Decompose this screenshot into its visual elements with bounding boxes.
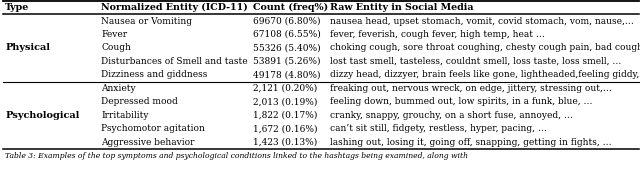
Text: 2,013 (0.19%): 2,013 (0.19%) — [253, 97, 317, 106]
Text: feeling down, bummed out, low spirits, in a funk, blue, …: feeling down, bummed out, low spirits, i… — [330, 97, 592, 106]
Text: 49178 (4.80%): 49178 (4.80%) — [253, 70, 320, 79]
Text: 1,822 (0.17%): 1,822 (0.17%) — [253, 111, 317, 120]
Text: Cough: Cough — [101, 43, 131, 52]
Text: Table 3: Examples of the top symptoms and psychological conditions linked to the: Table 3: Examples of the top symptoms an… — [5, 152, 468, 160]
Text: freaking out, nervous wreck, on edge, jittery, stressing out,…: freaking out, nervous wreck, on edge, ji… — [330, 84, 611, 93]
Text: Physical: Physical — [5, 43, 50, 52]
Text: 1,672 (0.16%): 1,672 (0.16%) — [253, 124, 317, 133]
Text: fever, feverish, cough fever, high temp, heat …: fever, feverish, cough fever, high temp,… — [330, 30, 545, 39]
Text: Aggressive behavior: Aggressive behavior — [101, 138, 195, 147]
Text: Raw Entity in Social Media: Raw Entity in Social Media — [330, 3, 473, 12]
Text: Psychomotor agitation: Psychomotor agitation — [101, 124, 205, 133]
Text: cranky, snappy, grouchy, on a short fuse, annoyed, …: cranky, snappy, grouchy, on a short fuse… — [330, 111, 572, 120]
Text: 2,121 (0.20%): 2,121 (0.20%) — [253, 84, 317, 93]
Text: Disturbances of Smell and taste: Disturbances of Smell and taste — [101, 57, 248, 66]
Text: Depressed mood: Depressed mood — [101, 97, 178, 106]
Text: nausea head, upset stomach, vomit, covid stomach, vom, nause,…: nausea head, upset stomach, vomit, covid… — [330, 17, 634, 26]
Text: Fever: Fever — [101, 30, 127, 39]
Text: 69670 (6.80%): 69670 (6.80%) — [253, 17, 320, 26]
Text: 1,423 (0.13%): 1,423 (0.13%) — [253, 138, 317, 147]
Text: Count (freq%): Count (freq%) — [253, 3, 328, 12]
Text: Psychological: Psychological — [5, 111, 79, 120]
Text: lashing out, losing it, going off, snapping, getting in fights, …: lashing out, losing it, going off, snapp… — [330, 138, 611, 147]
Text: 67108 (6.55%): 67108 (6.55%) — [253, 30, 321, 39]
Text: Nausea or Vomiting: Nausea or Vomiting — [101, 17, 192, 26]
Text: choking cough, sore throat coughing, chesty cough pain, bad cough, …: choking cough, sore throat coughing, che… — [330, 43, 640, 52]
Text: Anxiety: Anxiety — [101, 84, 136, 93]
Text: Normalized Entity (ICD-11): Normalized Entity (ICD-11) — [101, 3, 248, 12]
Text: Irritability: Irritability — [101, 111, 148, 120]
Text: Dizziness and giddness: Dizziness and giddness — [101, 70, 207, 79]
Text: 55326 (5.40%): 55326 (5.40%) — [253, 43, 321, 52]
Text: dizzy head, dizzyer, brain feels like gone, lightheaded,feeling giddy, …: dizzy head, dizzyer, brain feels like go… — [330, 70, 640, 79]
Text: Type: Type — [5, 3, 29, 12]
Text: can’t sit still, fidgety, restless, hyper, pacing, …: can’t sit still, fidgety, restless, hype… — [330, 124, 547, 133]
Text: lost tast smell, tasteless, couldnt smell, loss taste, loss smell, …: lost tast smell, tasteless, couldnt smel… — [330, 57, 621, 66]
Text: 53891 (5.26%): 53891 (5.26%) — [253, 57, 320, 66]
